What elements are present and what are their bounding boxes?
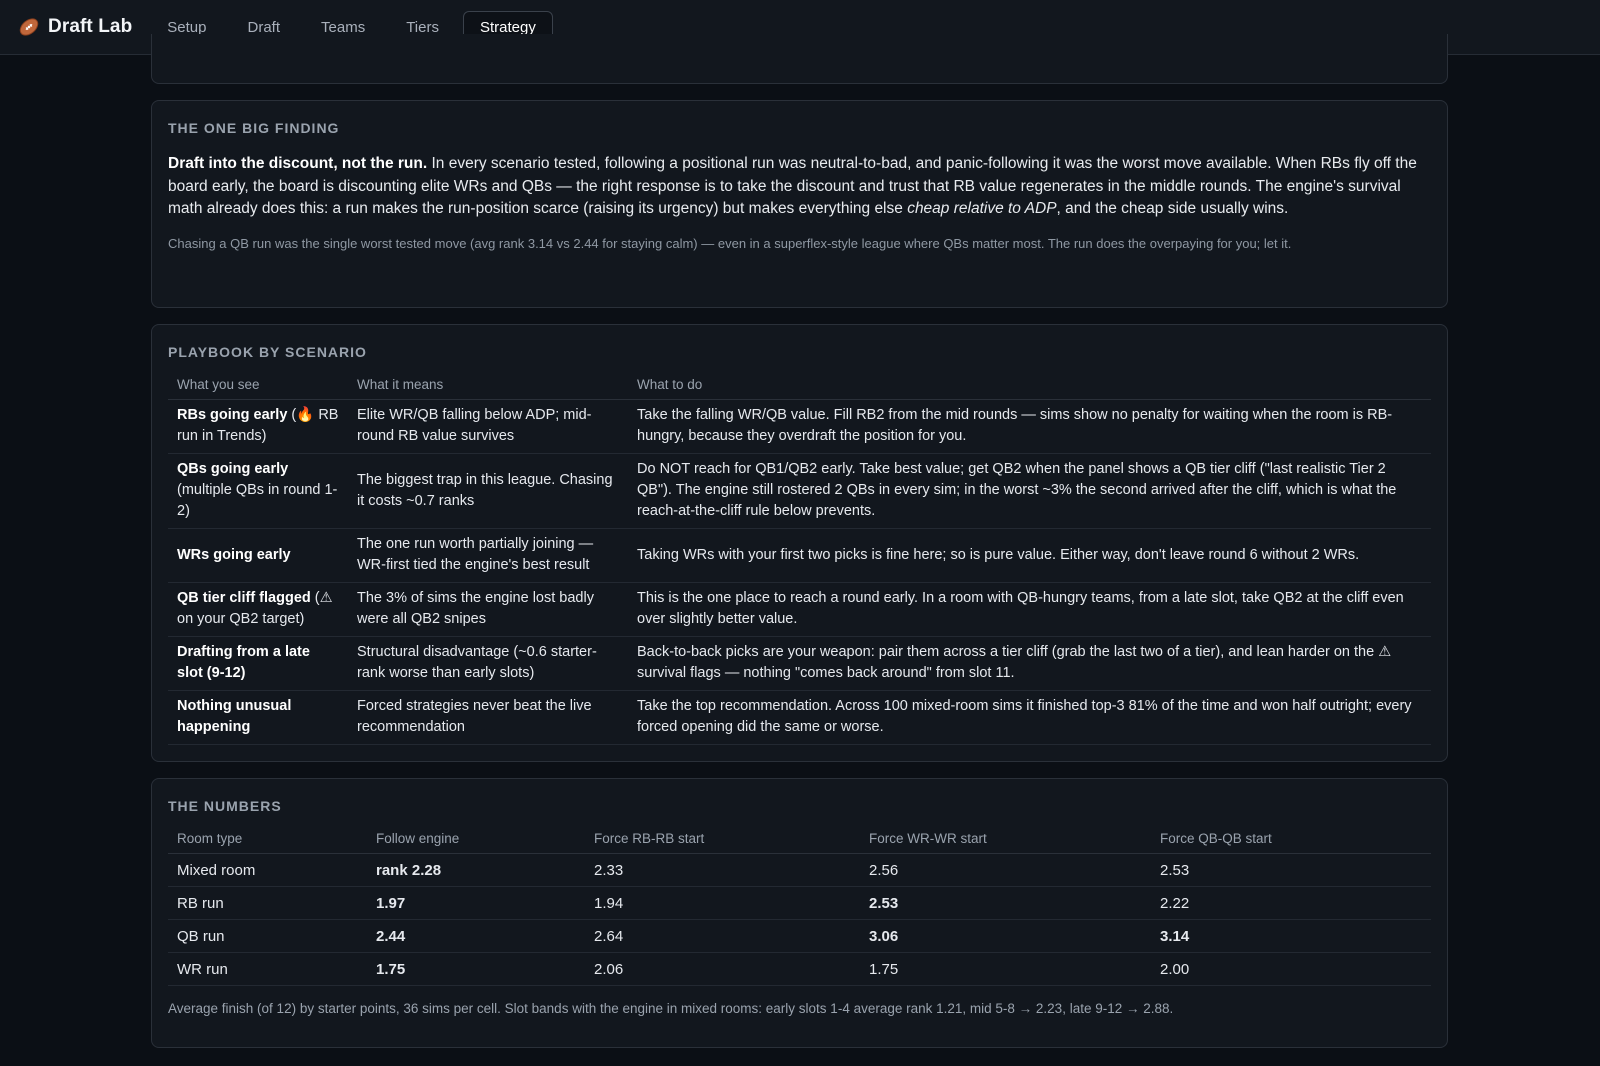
table-row: Drafting from a late slot (9-12) Structu… [168, 636, 1431, 691]
column-header: What it means [348, 377, 628, 400]
force-qb-cell: 2.00 [1151, 952, 1431, 986]
meaning-cell: Forced strategies never beat the live re… [348, 690, 628, 745]
force-wr-cell: 3.06 [860, 919, 1151, 953]
table-header-row: Room type Follow engine Force RB-RB star… [168, 831, 1431, 854]
force-qb-cell: 2.22 [1151, 886, 1431, 920]
force-qb-cell: 3.14 [1151, 919, 1431, 953]
column-header: Room type [168, 831, 367, 854]
column-header: What to do [628, 377, 1431, 400]
scenario-cell: RBs going early (🔥 RB run in Trends) [168, 399, 348, 454]
meaning-cell: Elite WR/QB falling below ADP; mid-round… [348, 399, 628, 454]
meaning-cell: The 3% of sims the engine lost badly wer… [348, 582, 628, 637]
column-header: Follow engine [367, 831, 585, 854]
scenario-cell: QBs going early (multiple QBs in round 1… [168, 453, 348, 529]
table-row: Mixed room rank 2.28 2.33 2.56 2.53 [168, 853, 1431, 887]
action-cell: Take the top recommendation. Across 100 … [628, 690, 1431, 745]
meaning-cell: The one run worth partially joining — WR… [348, 528, 628, 583]
force-wr-cell: 2.56 [860, 853, 1151, 887]
scenario-detail: (🔥 RB run in Trends) [177, 407, 339, 444]
scenario-cell: Drafting from a late slot (9-12) [168, 636, 348, 691]
column-header: Force QB-QB start [1151, 831, 1431, 854]
follow-engine-cell: 1.97 [367, 886, 585, 920]
action-cell: Back-to-back picks are your weapon: pair… [628, 636, 1431, 691]
action-cell: Do NOT reach for QB1/QB2 early. Take bes… [628, 453, 1431, 529]
finding-body-2: , and the cheap side usually wins. [1056, 200, 1289, 217]
finding-text: Draft into the discount, not the run. In… [168, 153, 1431, 221]
room-type-cell: WR run [168, 952, 367, 986]
playbook-heading: PLAYBOOK BY SCENARIO [168, 344, 367, 360]
action-cell: Take the falling WR/QB value. Fill RB2 f… [628, 399, 1431, 454]
table-header-row: What you see What it means What to do [168, 377, 1431, 400]
scenario-title: Nothing unusual happening [177, 698, 292, 735]
force-rb-cell: 2.64 [585, 919, 860, 953]
meaning-cell: The biggest trap in this league. Chasing… [348, 453, 628, 529]
big-finding-card: THE ONE BIG FINDING Draft into the disco… [151, 100, 1448, 308]
previous-card [151, 34, 1448, 84]
force-qb-cell: 2.53 [1151, 853, 1431, 887]
finding-lead: Draft into the discount, not the run. [168, 155, 428, 172]
playbook-table: What you see What it means What to do RB… [168, 377, 1431, 745]
table-row: QB tier cliff flagged (⚠ on your QB2 tar… [168, 582, 1431, 637]
scenario-cell: WRs going early [168, 528, 348, 583]
force-wr-cell: 1.75 [860, 952, 1151, 986]
action-cell: This is the one place to reach a round e… [628, 582, 1431, 637]
football-icon [18, 16, 40, 38]
tab-setup[interactable]: Setup [167, 18, 207, 36]
force-rb-cell: 2.33 [585, 853, 860, 887]
room-type-cell: QB run [168, 919, 367, 953]
playbook-card: PLAYBOOK BY SCENARIO What you see What i… [151, 324, 1448, 762]
scenario-detail: (⚠ on your QB2 target) [177, 590, 333, 627]
numbers-heading: THE NUMBERS [168, 798, 282, 814]
column-header: What you see [168, 377, 348, 400]
follow-engine-cell: 2.44 [367, 919, 585, 953]
room-type-cell: Mixed room [168, 853, 367, 887]
brand[interactable]: Draft Lab [18, 16, 132, 38]
scenario-detail: (multiple QBs in round 1-2) [177, 482, 338, 519]
column-header: Force RB-RB start [585, 831, 860, 854]
numbers-card: THE NUMBERS Room type Follow engine Forc… [151, 778, 1448, 1048]
numbers-note: Average finish (of 12) by starter points… [168, 1001, 1174, 1016]
force-rb-cell: 2.06 [585, 952, 860, 986]
finding-emphasis: cheap relative to ADP [907, 200, 1057, 217]
tab-teams[interactable]: Teams [321, 18, 366, 36]
tab-tiers[interactable]: Tiers [406, 18, 439, 36]
meaning-cell: Structural disadvantage (~0.6 starter-ra… [348, 636, 628, 691]
table-row: RBs going early (🔥 RB run in Trends) Eli… [168, 399, 1431, 454]
follow-engine-cell: rank 2.28 [367, 853, 585, 887]
scenario-title: Drafting from a late slot (9-12) [177, 644, 310, 681]
force-rb-cell: 1.94 [585, 886, 860, 920]
tab-draft[interactable]: Draft [247, 18, 281, 36]
table-row: WR run 1.75 2.06 1.75 2.00 [168, 952, 1431, 986]
scenario-cell: QB tier cliff flagged (⚠ on your QB2 tar… [168, 582, 348, 637]
table-row: WRs going early The one run worth partia… [168, 528, 1431, 583]
finding-note: Chasing a QB run was the single worst te… [168, 235, 1292, 251]
scenario-title: WRs going early [177, 546, 291, 563]
action-cell: Taking WRs with your first two picks is … [628, 528, 1431, 583]
brand-name: Draft Lab [48, 16, 133, 37]
scenario-title: RBs going early [177, 407, 288, 423]
table-row: RB run 1.97 1.94 2.53 2.22 [168, 886, 1431, 920]
column-header: Force WR-WR start [860, 831, 1151, 854]
finding-heading: THE ONE BIG FINDING [168, 120, 340, 136]
table-row: QB run 2.44 2.64 3.06 3.14 [168, 919, 1431, 953]
scenario-title: QBs going early [177, 461, 289, 477]
force-wr-cell: 2.53 [860, 886, 1151, 920]
table-row: Nothing unusual happening Forced strateg… [168, 690, 1431, 745]
room-type-cell: RB run [168, 886, 367, 920]
scenario-title: QB tier cliff flagged [177, 590, 311, 606]
finding-body-1: In every scenario tested, following a po… [168, 155, 1417, 217]
scenario-cell: Nothing unusual happening [168, 690, 348, 745]
follow-engine-cell: 1.75 [367, 952, 585, 986]
table-row: QBs going early (multiple QBs in round 1… [168, 453, 1431, 529]
numbers-table: Room type Follow engine Force RB-RB star… [168, 831, 1431, 986]
